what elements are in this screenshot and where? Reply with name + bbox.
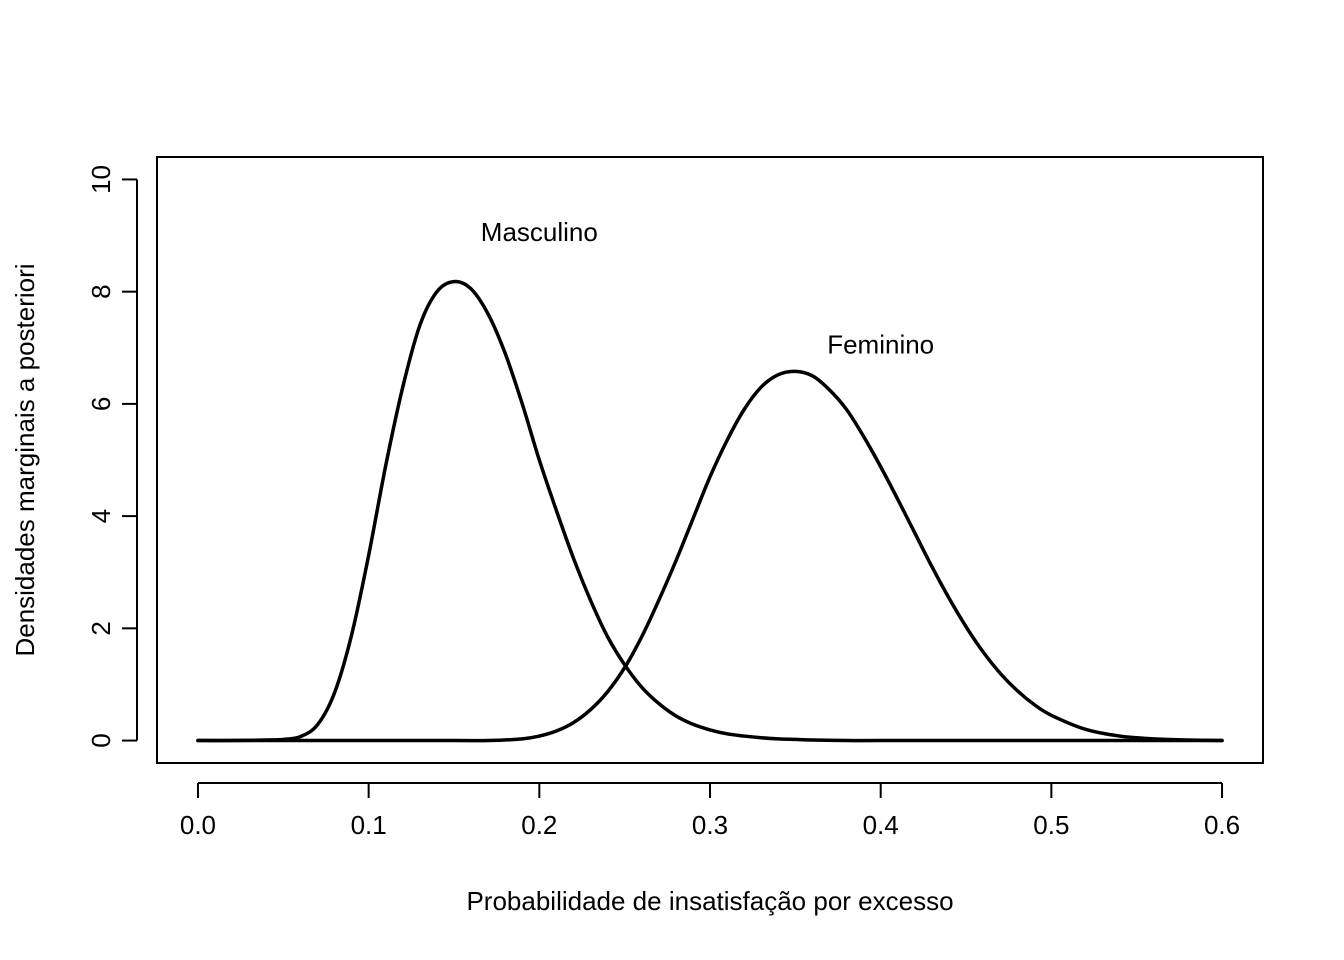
curve-annotation-1: Masculino xyxy=(481,217,598,247)
density-curve-2 xyxy=(196,369,1224,743)
plot-frame xyxy=(156,156,1264,764)
annotation-layer: Masculino Feminino xyxy=(481,217,934,359)
x-tick-label: 0.0 xyxy=(180,810,216,840)
y-tick-label: 6 xyxy=(86,397,116,411)
y-axis: 0 2 4 6 8 10 xyxy=(86,165,138,748)
y-tick-label: 2 xyxy=(86,621,116,635)
density-curve-1 xyxy=(196,279,1224,743)
y-tick-label: 4 xyxy=(86,509,116,523)
y-tick-label: 8 xyxy=(86,284,116,298)
curve-annotation-2: Feminino xyxy=(827,329,934,359)
y-tick-label: 0 xyxy=(86,733,116,747)
y-axis-title: Densidades marginais a posteriori xyxy=(10,263,40,656)
x-tick-label: 0.5 xyxy=(1033,810,1069,840)
x-tick-label: 0.2 xyxy=(521,810,557,840)
series-layer xyxy=(196,279,1224,743)
x-tick-label: 0.3 xyxy=(692,810,728,840)
x-tick-label: 0.4 xyxy=(863,810,899,840)
x-axis-title: Probabilidade de insatisfação por excess… xyxy=(466,886,953,916)
x-axis: 0.0 0.1 0.2 0.3 0.4 0.5 0.6 xyxy=(180,782,1240,840)
x-tick-label: 0.6 xyxy=(1204,810,1240,840)
x-tick-label: 0.1 xyxy=(351,810,387,840)
y-tick-label: 10 xyxy=(86,165,116,194)
